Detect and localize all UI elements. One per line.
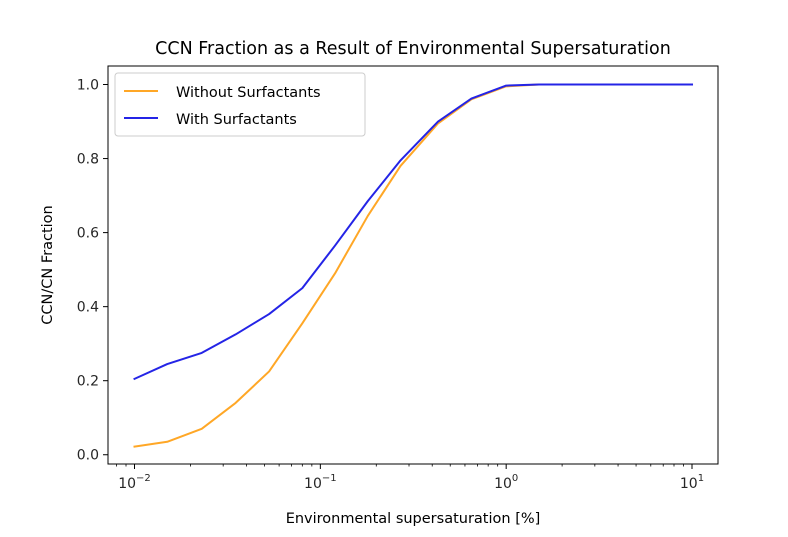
y-axis-label: CCN/CN Fraction xyxy=(40,205,56,324)
legend-label-without-surfactants: Without Surfactants xyxy=(176,85,321,101)
chart-title: CCN Fraction as a Result of Environmenta… xyxy=(155,39,671,59)
y-tick-label: 1.0 xyxy=(77,78,99,94)
legend-box xyxy=(114,72,366,137)
series-layer xyxy=(133,83,694,448)
y-tick-label: 0.6 xyxy=(77,226,99,242)
x-axis-label: Environmental supersaturation [%] xyxy=(286,511,541,527)
x-tick-label: 10−2 xyxy=(118,473,151,492)
plot-frame xyxy=(107,65,719,465)
y-tick-label: 0.0 xyxy=(77,448,99,464)
legend-label-with-surfactants: With Surfactants xyxy=(176,112,297,128)
y-tick-label: 0.8 xyxy=(77,152,99,168)
x-tick-label: 10−1 xyxy=(304,473,337,492)
series-line-with-surfactants xyxy=(133,83,694,381)
legend: Without Surfactants With Surfactants xyxy=(114,72,366,137)
x-tick-label: 101 xyxy=(680,473,704,492)
y-axis-ticks: 0.0 0.2 0.4 0.6 0.8 1.0 xyxy=(77,78,108,464)
x-axis-ticks: 10−2 10−1 100 101 xyxy=(116,464,704,492)
y-tick-label: 0.4 xyxy=(77,300,99,316)
x-tick-label: 100 xyxy=(494,473,518,492)
y-tick-label: 0.2 xyxy=(77,374,99,390)
